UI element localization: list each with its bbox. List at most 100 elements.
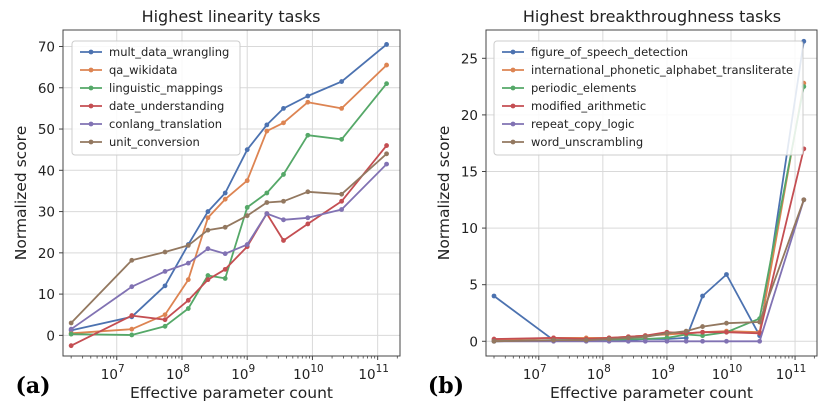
series-line-mult_data_wrangling bbox=[70, 43, 388, 332]
data-point-linguistic_mappings bbox=[129, 332, 135, 338]
plot-frame bbox=[485, 29, 818, 357]
y-tick-label: 5 bbox=[469, 278, 478, 294]
data-point-repeat_copy_logic bbox=[664, 338, 670, 344]
data-point-qa_wikidata bbox=[222, 196, 228, 202]
y-axis-label: Normalized score bbox=[435, 126, 453, 260]
x-tick-label: 1010 bbox=[293, 363, 324, 383]
data-point-unit_conversion bbox=[244, 213, 250, 219]
data-point-qa_wikidata bbox=[185, 277, 191, 283]
data-point-qa_wikidata bbox=[129, 326, 135, 332]
legend-label: unit_conversion bbox=[109, 135, 200, 149]
legend-marker bbox=[88, 67, 94, 73]
legend-label: international_phonetic_alphabet_translit… bbox=[531, 63, 793, 77]
legend-label: word_unscrambling bbox=[531, 135, 643, 149]
legend-label: repeat_copy_logic bbox=[531, 117, 635, 131]
data-point-qa_wikidata bbox=[162, 312, 168, 318]
legend-marker bbox=[88, 103, 94, 109]
legend-box bbox=[493, 40, 804, 156]
data-point-figure_of_speech_detection bbox=[683, 335, 689, 341]
x-tick-label: 107 bbox=[101, 363, 125, 383]
y-tick-label: 60 bbox=[38, 81, 55, 97]
data-point-linguistic_mappings bbox=[162, 323, 168, 329]
legend-label: modified_arithmetic bbox=[531, 99, 646, 113]
data-point-mult_data_wrangling bbox=[162, 283, 168, 289]
data-point-qa_wikidata bbox=[305, 99, 311, 105]
data-point-date_understanding bbox=[281, 238, 286, 243]
data-point-linguistic_mappings bbox=[264, 190, 270, 196]
y-tick-label: 10 bbox=[461, 221, 478, 237]
y-tick-label: 40 bbox=[38, 163, 55, 179]
series-line-conlang_translation bbox=[70, 163, 388, 330]
data-point-unit_conversion bbox=[129, 257, 135, 263]
x-tick-label: 108 bbox=[166, 363, 190, 383]
data-point-unit_conversion bbox=[339, 191, 345, 197]
legend-marker bbox=[510, 67, 516, 73]
y-tick-label: 0 bbox=[46, 328, 55, 344]
data-point-date_understanding bbox=[205, 277, 211, 283]
data-point-linguistic_mappings bbox=[339, 136, 345, 142]
legend-label: mult_data_wrangling bbox=[109, 45, 229, 59]
data-point-unit_conversion bbox=[384, 151, 389, 157]
y-tick-label: 25 bbox=[461, 51, 478, 67]
data-point-qa_wikidata bbox=[264, 128, 270, 134]
legend-label: periodic_elements bbox=[531, 81, 636, 95]
data-point-date_understanding bbox=[305, 221, 311, 227]
data-point-repeat_copy_logic bbox=[700, 338, 705, 344]
legend-marker bbox=[88, 139, 94, 145]
data-point-word_unscrambling bbox=[551, 337, 556, 343]
data-point-mult_data_wrangling bbox=[222, 190, 228, 196]
data-point-unit_conversion bbox=[68, 320, 74, 326]
data-point-mult_data_wrangling bbox=[205, 209, 211, 214]
x-axis-label: Effective parameter count bbox=[550, 384, 753, 402]
data-point-conlang_translation bbox=[68, 326, 74, 332]
data-point-word_unscrambling bbox=[642, 334, 648, 340]
legend-marker bbox=[88, 121, 94, 127]
data-point-conlang_translation bbox=[129, 284, 135, 290]
legend-marker bbox=[510, 85, 516, 91]
y-tick-label: 30 bbox=[38, 205, 55, 221]
data-point-qa_wikidata bbox=[281, 120, 286, 126]
data-point-qa_wikidata bbox=[244, 178, 250, 184]
y-tick-label: 15 bbox=[461, 164, 478, 180]
data-point-repeat_copy_logic bbox=[757, 338, 763, 344]
y-tick-label: 0 bbox=[469, 334, 478, 350]
data-point-periodic_elements bbox=[700, 333, 705, 339]
data-point-word_unscrambling bbox=[664, 330, 670, 336]
data-point-conlang_translation bbox=[185, 260, 191, 266]
legend-box bbox=[71, 40, 241, 156]
series-line-date_understanding bbox=[70, 144, 388, 347]
data-point-linguistic_mappings bbox=[244, 205, 250, 210]
data-point-mult_data_wrangling bbox=[244, 147, 250, 153]
data-point-date_understanding bbox=[162, 317, 168, 323]
data-point-word_unscrambling bbox=[801, 197, 807, 203]
x-tick-label: 107 bbox=[523, 363, 547, 383]
data-point-conlang_translation bbox=[339, 207, 345, 212]
legend-marker bbox=[510, 103, 516, 109]
data-point-periodic_elements bbox=[664, 335, 670, 341]
data-point-word_unscrambling bbox=[757, 319, 763, 325]
data-point-date_understanding bbox=[222, 266, 228, 272]
data-point-conlang_translation bbox=[222, 251, 228, 257]
panel-label: (a) bbox=[15, 373, 50, 399]
data-point-figure_of_speech_detection bbox=[700, 293, 705, 299]
data-point-date_understanding bbox=[339, 198, 345, 204]
x-tick-label: 109 bbox=[231, 363, 255, 383]
data-point-conlang_translation bbox=[264, 211, 270, 217]
data-point-word_unscrambling bbox=[625, 335, 631, 341]
panel-label: (b) bbox=[428, 373, 464, 399]
data-point-repeat_copy_logic bbox=[625, 338, 631, 344]
data-point-linguistic_mappings bbox=[305, 132, 311, 138]
series-line-linguistic_mappings bbox=[71, 83, 388, 336]
legend-marker bbox=[510, 49, 516, 55]
data-point-conlang_translation bbox=[244, 242, 250, 247]
data-point-figure_of_speech_detection bbox=[724, 272, 729, 277]
data-point-date_understanding bbox=[129, 313, 135, 318]
data-point-conlang_translation bbox=[384, 161, 389, 167]
series-line-word_unscrambling bbox=[493, 199, 805, 343]
legend-label: date_understanding bbox=[109, 99, 224, 113]
data-point-word_unscrambling bbox=[724, 320, 729, 326]
chart-title: Highest linearity tasks bbox=[142, 7, 321, 26]
data-point-repeat_copy_logic bbox=[724, 338, 729, 344]
data-point-linguistic_mappings bbox=[222, 276, 228, 281]
data-point-unit_conversion bbox=[205, 227, 211, 233]
